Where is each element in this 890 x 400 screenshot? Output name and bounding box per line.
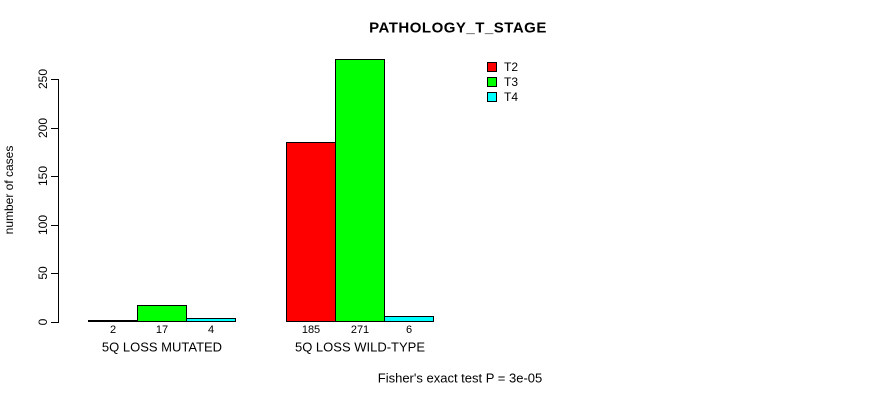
y-tick <box>51 79 58 80</box>
y-axis-line <box>58 79 59 323</box>
group-label: 5Q LOSS MUTATED <box>101 339 223 355</box>
y-tick <box>51 225 58 226</box>
bar-value-label: 6 <box>405 324 413 336</box>
y-tick-label: 0 <box>36 318 50 326</box>
y-tick-label: 200 <box>36 117 50 139</box>
y-tick <box>51 322 58 323</box>
bar <box>88 320 138 322</box>
y-tick <box>51 273 58 274</box>
bar-value-label: 271 <box>350 324 370 336</box>
y-tick-label: 150 <box>36 165 50 187</box>
bar <box>384 316 434 322</box>
legend-item: T4 <box>487 90 519 104</box>
group-label: 5Q LOSS WILD-TYPE <box>294 339 426 355</box>
bar-value-label: 2 <box>109 324 117 336</box>
y-tick <box>51 128 58 129</box>
legend-swatch <box>487 62 497 72</box>
y-tick-label: 100 <box>36 214 50 236</box>
legend-item: T3 <box>487 75 519 89</box>
chart-title: PATHOLOGY_T_STAGE <box>369 19 547 37</box>
legend-label: T4 <box>504 90 519 104</box>
legend-label: T3 <box>504 75 519 89</box>
legend-item: T2 <box>487 60 519 74</box>
bar <box>286 142 336 322</box>
legend-label: T2 <box>504 60 519 74</box>
y-tick-label: 50 <box>36 266 50 280</box>
bar-value-label: 185 <box>301 324 321 336</box>
y-tick <box>51 176 58 177</box>
bar-value-label: 17 <box>155 324 169 336</box>
bar <box>335 59 385 322</box>
bar <box>137 305 187 322</box>
y-tick-label: 250 <box>36 68 50 90</box>
legend-swatch <box>487 77 497 87</box>
bar <box>186 318 236 322</box>
legend: T2 T3 T4 <box>487 60 519 104</box>
caption: Fisher's exact test P = 3e-05 <box>377 370 543 386</box>
legend-swatch <box>487 92 497 102</box>
bar-value-label: 4 <box>207 324 215 336</box>
